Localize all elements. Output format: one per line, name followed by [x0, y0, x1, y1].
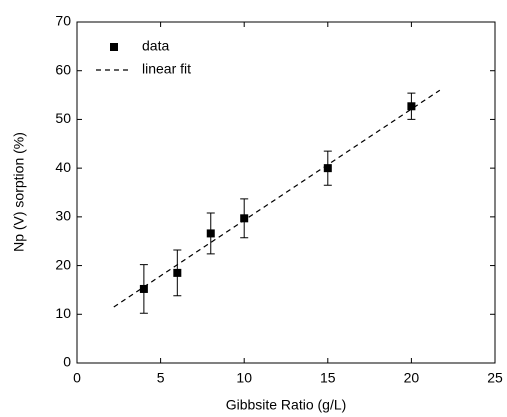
legend-marker — [110, 43, 118, 51]
x-tick-label: 15 — [320, 370, 336, 386]
y-tick-label: 10 — [55, 305, 71, 321]
x-tick-label: 25 — [487, 370, 503, 386]
x-tick-label: 10 — [236, 370, 252, 386]
data-point — [206, 229, 215, 238]
fit-line — [113, 89, 441, 308]
data-point — [173, 268, 182, 277]
plot-frame — [76, 21, 496, 364]
data-point — [323, 164, 332, 173]
data-point — [240, 214, 249, 223]
y-tick-label: 40 — [55, 159, 71, 175]
x-tick-label: 20 — [404, 370, 420, 386]
y-axis-label: Np (V) sorption (%) — [11, 132, 27, 252]
y-tick-label: 60 — [55, 61, 71, 77]
x-tick-label: 0 — [73, 370, 81, 386]
y-tick-label: 50 — [55, 110, 71, 126]
data-point — [407, 102, 416, 111]
y-tick-label: 0 — [63, 354, 71, 370]
data-point — [139, 284, 148, 293]
x-axis-label: Gibbsite Ratio (g/L) — [226, 397, 347, 413]
y-tick-label: 70 — [55, 13, 71, 29]
y-tick-label: 20 — [55, 256, 71, 272]
legend-label: data — [142, 38, 169, 54]
legend-label: linear fit — [142, 61, 191, 77]
x-tick-label: 5 — [157, 370, 165, 386]
y-tick-label: 30 — [55, 208, 71, 224]
